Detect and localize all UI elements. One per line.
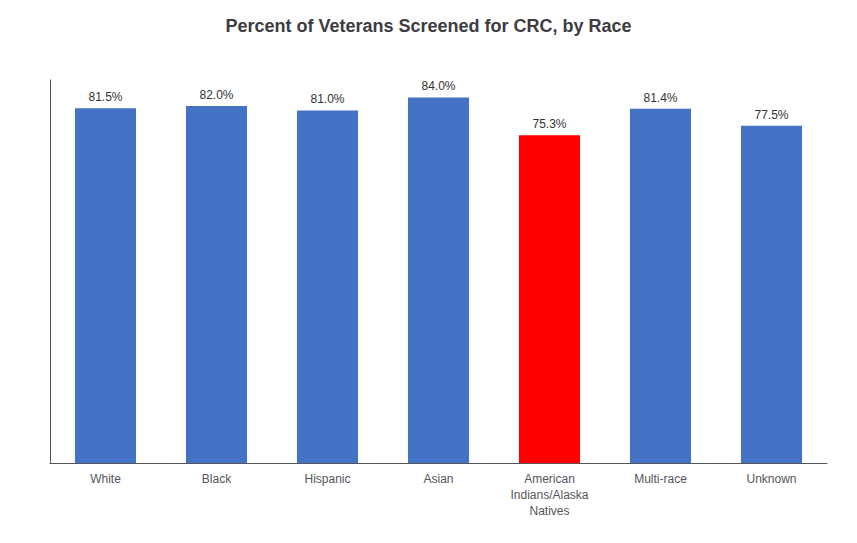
svg-text:American: American bbox=[524, 472, 575, 486]
svg-text:75.3%: 75.3% bbox=[532, 117, 566, 131]
svg-text:81.5%: 81.5% bbox=[88, 90, 122, 104]
svg-text:Hispanic: Hispanic bbox=[304, 472, 350, 486]
svg-text:White: White bbox=[90, 472, 121, 486]
svg-text:81.4%: 81.4% bbox=[643, 91, 677, 105]
svg-text:84.0%: 84.0% bbox=[421, 79, 455, 93]
svg-text:Unknown: Unknown bbox=[746, 472, 796, 486]
svg-text:82.0%: 82.0% bbox=[199, 88, 233, 102]
svg-text:77.5%: 77.5% bbox=[754, 108, 788, 122]
svg-text:Percent of Veterans Screened f: Percent of Veterans Screened for CRC, by… bbox=[225, 16, 631, 36]
svg-text:Black: Black bbox=[202, 472, 232, 486]
svg-text:81.0%: 81.0% bbox=[310, 92, 344, 106]
svg-text:Multi-race: Multi-race bbox=[634, 472, 687, 486]
svg-text:Indians/Alaska: Indians/Alaska bbox=[510, 488, 588, 502]
svg-text:Asian: Asian bbox=[423, 472, 453, 486]
svg-text:Natives: Natives bbox=[529, 504, 569, 518]
